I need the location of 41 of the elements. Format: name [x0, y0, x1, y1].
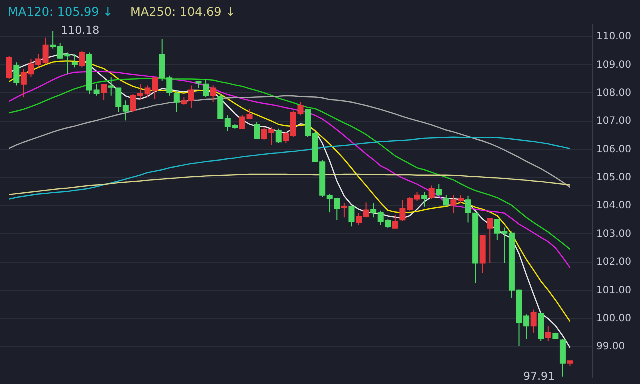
- candlestick: [174, 90, 180, 113]
- candlestick: [276, 128, 282, 144]
- candlestick: [14, 62, 20, 86]
- candlestick: [422, 191, 428, 208]
- candlestick: [465, 195, 472, 224]
- annotation: 110.18: [61, 24, 100, 38]
- y-tick-label: 109.00: [596, 60, 632, 71]
- candlestick: [348, 206, 355, 228]
- candlestick: [392, 214, 398, 229]
- candlestick: [487, 218, 494, 264]
- line-series: [8, 136, 571, 200]
- candlestick: [108, 77, 114, 96]
- annotation: 97.91: [523, 370, 555, 383]
- candlestick: [560, 338, 566, 378]
- candlestick: [530, 309, 537, 334]
- text: MA120: 105.99 ↓: [8, 5, 114, 19]
- candlestick: [203, 78, 210, 98]
- candlestick: [428, 185, 435, 200]
- candlestick: [341, 203, 348, 218]
- candlestick: [79, 50, 86, 68]
- y-tick-label: 101.00: [596, 285, 632, 296]
- candlestick: [6, 56, 12, 80]
- candlestick: [72, 54, 78, 68]
- y-tick-label: 104.00: [596, 200, 632, 212]
- y-tick-label: 102.00: [596, 257, 632, 268]
- y-tick-label: 107.00: [596, 116, 632, 128]
- y-tick-label: 103.00: [596, 228, 632, 240]
- y-tick-label: 108.00: [596, 88, 632, 99]
- line-series: [8, 174, 571, 196]
- candlestick: [545, 326, 552, 342]
- y-tick-label: 106.00: [596, 144, 632, 156]
- candlestick: [210, 85, 216, 103]
- candlestick: [101, 84, 108, 101]
- candlestick: [443, 194, 450, 207]
- y-tick-label: 110.00: [596, 32, 632, 43]
- text: MA250: 104.69 ↓: [130, 5, 236, 19]
- y-tick-label: 105.00: [596, 172, 632, 184]
- y-tick-label: 100.00: [596, 313, 632, 324]
- y-tick-label: 99.00: [596, 342, 626, 353]
- candlestick: [436, 184, 442, 196]
- candlestick: [254, 122, 260, 140]
